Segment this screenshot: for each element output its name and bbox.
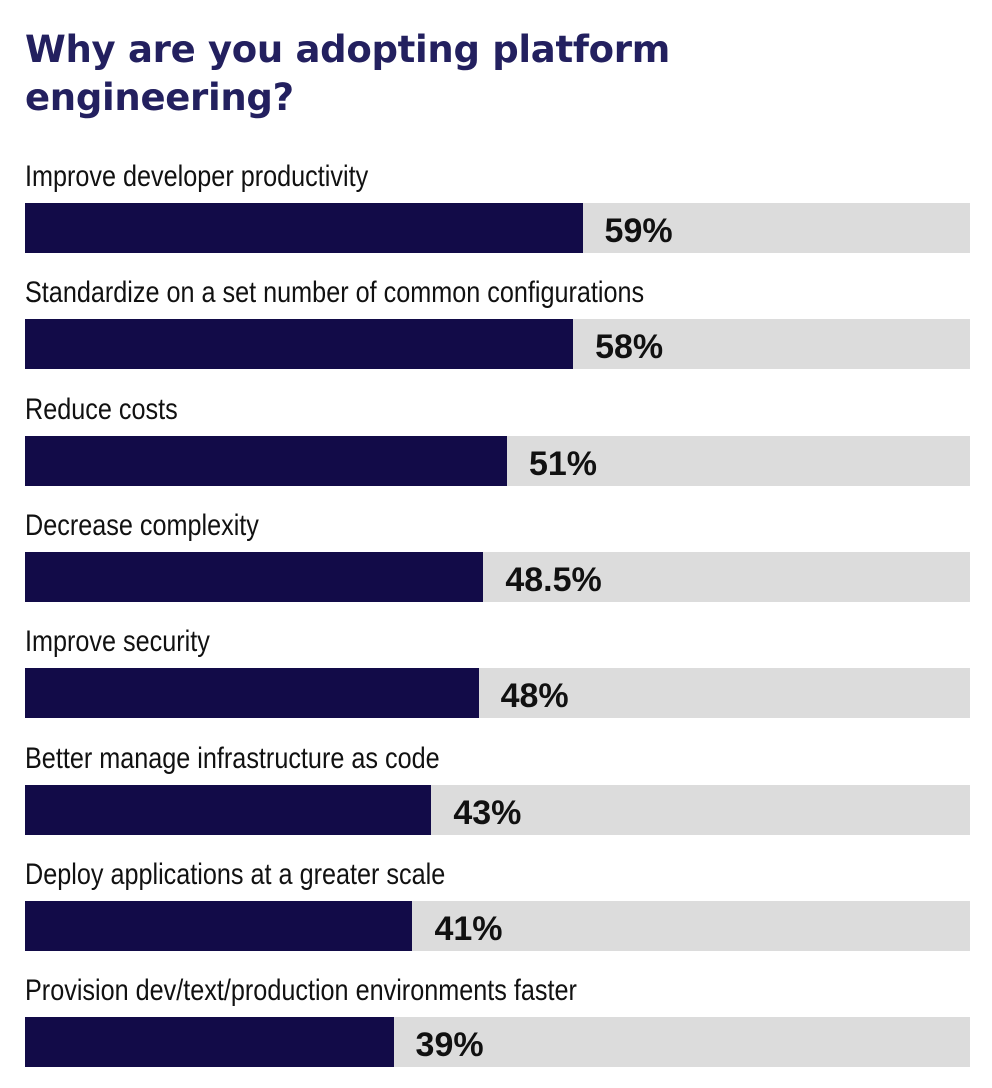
bar-value-label: 59% bbox=[604, 212, 673, 250]
bar-label: Improve developer productivity bbox=[25, 160, 369, 193]
bar-label: Better manage infrastructure as code bbox=[25, 741, 440, 775]
bar-value-label: 41% bbox=[434, 909, 503, 948]
bar-label: Improve security bbox=[25, 625, 210, 659]
bar-value-label: 58% bbox=[595, 328, 664, 367]
bar bbox=[25, 551, 484, 602]
chart-title: Why are you adopting platform engineerin… bbox=[25, 28, 670, 119]
bar-value-label: 51% bbox=[528, 444, 597, 483]
bar-track: 59% bbox=[25, 203, 970, 253]
bar-track: 39% bbox=[25, 1017, 970, 1068]
bar-track: 51% bbox=[25, 435, 970, 486]
bar-track: 58% bbox=[25, 319, 970, 370]
bar-value-label: 39% bbox=[415, 1026, 484, 1065]
bar-label: Deploy applications at a greater scale bbox=[25, 857, 446, 891]
bar-label: Decrease complexity bbox=[25, 508, 259, 542]
bar bbox=[25, 784, 432, 835]
bar bbox=[25, 668, 479, 719]
bar-label: Provision dev/text/production environmen… bbox=[25, 974, 577, 1008]
bar-label: Standardize on a set number of common co… bbox=[25, 276, 645, 310]
bar bbox=[25, 319, 574, 370]
bar-value-label: 43% bbox=[453, 793, 522, 832]
bar-value-label: 48.5% bbox=[505, 560, 602, 599]
bar bbox=[25, 1017, 394, 1068]
bar-track: 48.5% bbox=[25, 551, 970, 602]
bar-label: Reduce costs bbox=[25, 392, 178, 426]
bar bbox=[25, 435, 507, 486]
bar-track: 41% bbox=[25, 900, 970, 951]
bar-track: 48% bbox=[25, 668, 970, 719]
bar-value-label: 48% bbox=[500, 677, 569, 716]
bar bbox=[25, 203, 583, 253]
bar bbox=[25, 900, 413, 951]
bar-track: 43% bbox=[25, 784, 970, 835]
